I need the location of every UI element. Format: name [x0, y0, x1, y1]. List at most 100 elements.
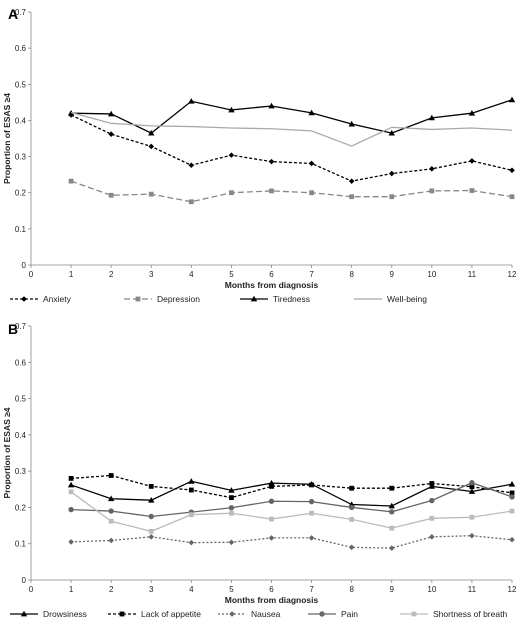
legend-entry: Lack of appetite — [108, 609, 201, 619]
data-point — [469, 158, 475, 164]
data-point — [508, 96, 516, 103]
legend-label: Depression — [157, 294, 200, 304]
x-tick-label: 1 — [69, 270, 74, 279]
x-tick-label: 5 — [229, 270, 234, 279]
x-tick-label: 8 — [349, 270, 354, 279]
data-point — [148, 483, 154, 489]
y-tick-label: 0.4 — [15, 116, 27, 125]
series-nausea — [68, 532, 515, 551]
legend-label: Lack of appetite — [141, 609, 201, 619]
data-point — [107, 110, 115, 117]
legend-swatch-marker — [20, 610, 28, 617]
y-tick-label: 0.2 — [15, 503, 27, 512]
data-point — [188, 98, 195, 104]
legend-label: Shortness of breath — [433, 609, 507, 619]
legend-entry: Shortness of breath — [400, 609, 507, 619]
data-point — [509, 194, 515, 200]
data-point — [188, 512, 194, 518]
series-line — [70, 111, 513, 147]
x-tick-label: 3 — [149, 585, 154, 594]
data-point — [228, 152, 235, 158]
data-point — [188, 199, 194, 205]
data-point — [269, 188, 274, 194]
data-point — [389, 509, 395, 515]
panel-label: B — [8, 321, 18, 337]
x-tick-label: 1 — [69, 585, 74, 594]
data-point — [348, 120, 355, 127]
legend-entry: Anxiety — [10, 294, 72, 304]
data-point — [68, 178, 74, 184]
data-point — [468, 488, 476, 494]
series-lack-of-appetite — [68, 473, 515, 501]
legend-entry: Well-being — [354, 294, 427, 304]
data-point — [429, 497, 435, 504]
data-point — [229, 495, 234, 501]
data-point — [309, 190, 314, 196]
series-line — [71, 535, 513, 549]
y-tick-label: 0.3 — [15, 153, 27, 162]
data-point — [108, 192, 114, 198]
data-point — [188, 478, 195, 484]
data-point — [108, 518, 114, 524]
data-point — [268, 498, 275, 504]
series-line — [70, 480, 513, 507]
data-point — [228, 539, 235, 546]
legend-label: Pain — [341, 609, 358, 619]
data-point — [308, 535, 315, 541]
legend-entry: Drowsiness — [10, 609, 87, 619]
legend-label: Drowsiness — [43, 609, 87, 619]
y-tick-label: 0 — [22, 576, 27, 585]
x-tick-label: 4 — [189, 270, 194, 279]
data-point — [228, 505, 235, 511]
data-point — [268, 102, 275, 109]
legend-swatch-marker — [411, 611, 417, 617]
data-point — [68, 489, 74, 495]
y-tick-label: 0.6 — [15, 44, 27, 53]
data-point — [188, 162, 195, 169]
y-tick-label: 0.1 — [15, 225, 27, 234]
x-tick-label: 11 — [468, 270, 477, 279]
data-point — [309, 482, 314, 488]
series-line — [70, 491, 513, 533]
y-tick-label: 0.5 — [15, 80, 27, 89]
chart-panel-b: B00.10.20.30.40.50.60.70 1 2 3 4 5 6 7 8 9 10 11 12M… — [2, 321, 517, 619]
data-point — [188, 539, 195, 546]
legend-swatch-marker — [135, 296, 141, 302]
legend-entry: Nausea — [218, 609, 281, 619]
legend-entry: Pain — [308, 609, 358, 619]
data-point — [308, 498, 315, 505]
data-point — [429, 188, 435, 194]
series-line — [70, 180, 513, 203]
y-tick-label: 0.3 — [15, 467, 27, 476]
chart-panel-a: A00.10.20.30.40.50.60.70 1 2 3 4 5 6 7 8 9 10 11 12M… — [2, 6, 517, 304]
series-shortness-of-breath — [68, 489, 515, 534]
x-tick-label: 0 — [29, 270, 34, 279]
x-axis-title: Months from diagnosis — [225, 595, 319, 605]
data-point — [348, 544, 355, 551]
data-point — [469, 484, 475, 490]
data-point — [308, 160, 315, 167]
series-line — [71, 99, 513, 134]
series-line — [71, 482, 513, 518]
series-line — [71, 474, 513, 499]
data-point — [469, 480, 475, 486]
legend-entry: Depression — [124, 294, 200, 304]
data-point — [228, 487, 235, 493]
data-point — [148, 143, 155, 150]
data-point — [389, 525, 395, 531]
data-point — [148, 496, 155, 503]
data-point — [429, 166, 435, 172]
data-point — [469, 532, 475, 539]
x-tick-label: 9 — [390, 270, 395, 279]
data-point — [389, 485, 395, 491]
legend-swatch-marker — [21, 296, 27, 302]
data-point — [509, 167, 515, 174]
data-point — [229, 190, 234, 196]
y-tick-label: 0.1 — [15, 540, 27, 549]
y-axis-title: Proportion of ESAS ≥4 — [2, 407, 12, 498]
x-tick-label: 2 — [109, 270, 114, 279]
x-tick-label: 5 — [229, 585, 234, 594]
data-point — [108, 508, 114, 514]
x-tick-label: 11 — [468, 585, 477, 594]
data-point — [107, 495, 115, 502]
